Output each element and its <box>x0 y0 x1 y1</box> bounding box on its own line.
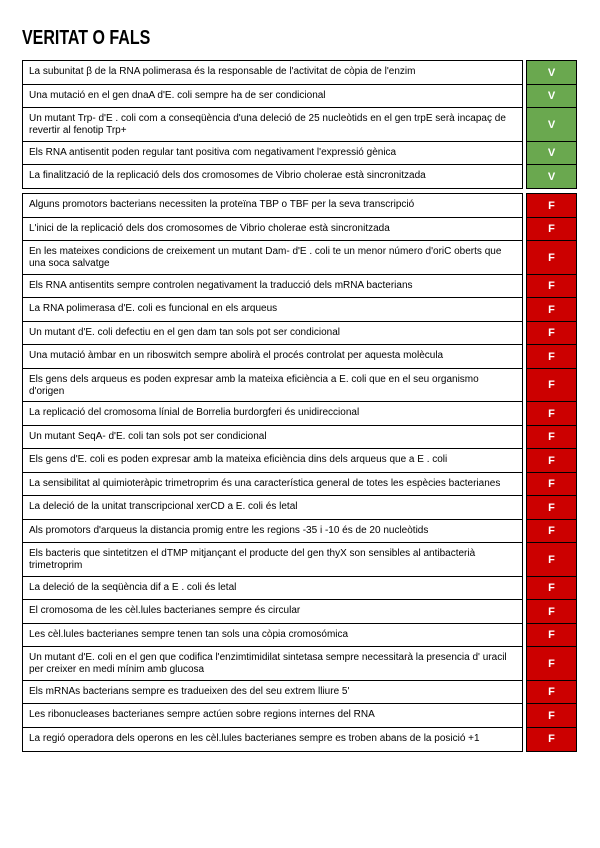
quiz-row: Els RNA antisentit poden regular tant po… <box>22 140 577 166</box>
quiz-row: Els gens dels arqueus es poden expresar … <box>22 367 577 403</box>
answer-badge: F <box>526 622 577 648</box>
quiz-row: La finalització de la replicació dels do… <box>22 164 577 189</box>
quiz-row: La deleció de la seqüència dif a E . col… <box>22 575 577 601</box>
answer-badge: F <box>526 320 577 346</box>
quiz-row: La deleció de la unitat transcripcional … <box>22 495 577 520</box>
quiz-row: Les ribonucleases bacterianes sempre act… <box>22 703 577 728</box>
statement-cell: La regió operadora dels operons en les c… <box>22 726 523 752</box>
answer-badge: F <box>526 542 577 577</box>
statement-cell: Un mutant SeqA- d'E. coli tan sols pot s… <box>22 424 523 450</box>
answer-badge: V <box>526 164 577 189</box>
answer-badge: F <box>526 679 577 705</box>
answer-badge: F <box>526 424 577 450</box>
answer-badge: F <box>526 401 577 426</box>
answer-badge: F <box>526 575 577 601</box>
answer-badge: F <box>526 471 577 497</box>
answer-badge: F <box>526 599 577 624</box>
statement-cell: La replicació del cromosoma línial de Bo… <box>22 401 523 426</box>
statement-cell: Els RNA antisentits sempre controlen neg… <box>22 273 523 299</box>
quiz-row: Un mutant Trp- d'E . coli com a conseqüè… <box>22 107 577 142</box>
statement-cell: La finalització de la replicació dels do… <box>22 164 523 189</box>
statement-cell: Les ribonucleases bacterianes sempre act… <box>22 703 523 728</box>
quiz-row: Alguns promotors bacterians necessiten l… <box>22 193 577 218</box>
statement-cell: La sensibilitat al quimioteràpic trimetr… <box>22 471 523 497</box>
statement-cell: Els RNA antisentit poden regular tant po… <box>22 140 523 166</box>
quiz-row: En les mateixes condicions de creixement… <box>22 240 577 275</box>
answer-badge: V <box>526 140 577 166</box>
answer-badge: F <box>526 240 577 275</box>
statement-cell: L'inici de la replicació dels dos cromos… <box>22 216 523 242</box>
quiz-row: Les cèl.lules bacterianes sempre tenen t… <box>22 622 577 648</box>
statement-cell: Els bacteris que sintetitzen el dTMP mit… <box>22 542 523 577</box>
answer-badge: F <box>526 726 577 752</box>
answer-badge: F <box>526 273 577 299</box>
statement-cell: Una mutació àmbar en un riboswitch sempr… <box>22 344 523 369</box>
quiz-row: El cromosoma de les cèl.lules bacteriane… <box>22 599 577 624</box>
answer-badge: F <box>526 193 577 218</box>
answer-badge: F <box>526 703 577 728</box>
answer-badge: V <box>526 107 577 142</box>
statement-cell: Els mRNAs bacterians sempre es tradueixe… <box>22 679 523 705</box>
quiz-row: Als promotors d'arqueus la distancia pro… <box>22 518 577 544</box>
statement-cell: Alguns promotors bacterians necessiten l… <box>22 193 523 218</box>
answer-badge: F <box>526 448 577 473</box>
quiz-row: Un mutant d'E. coli en el gen que codifi… <box>22 646 577 681</box>
quiz-row: Una mutació àmbar en un riboswitch sempr… <box>22 344 577 369</box>
quiz-row: La regió operadora dels operons en les c… <box>22 726 577 752</box>
statement-cell: La deleció de la seqüència dif a E . col… <box>22 575 523 601</box>
quiz-row: L'inici de la replicació dels dos cromos… <box>22 216 577 242</box>
quiz-row: Un mutant d'E. coli defectiu en el gen d… <box>22 320 577 346</box>
statement-cell: Un mutant d'E. coli en el gen que codifi… <box>22 646 523 681</box>
answer-badge: F <box>526 518 577 544</box>
quiz-row: La subunitat β de la RNA polimerasa és l… <box>22 60 577 85</box>
statement-cell: Als promotors d'arqueus la distancia pro… <box>22 518 523 544</box>
statement-cell: Les cèl.lules bacterianes sempre tenen t… <box>22 622 523 648</box>
statement-cell: Els gens d'E. coli es poden expresar amb… <box>22 448 523 473</box>
section-F: Alguns promotors bacterians necessiten l… <box>22 193 577 752</box>
statement-cell: Un mutant d'E. coli defectiu en el gen d… <box>22 320 523 346</box>
quiz-row: Els mRNAs bacterians sempre es tradueixe… <box>22 679 577 705</box>
answer-badge: F <box>526 646 577 681</box>
quiz-table: La subunitat β de la RNA polimerasa és l… <box>22 60 577 752</box>
answer-badge: F <box>526 495 577 520</box>
quiz-row: La replicació del cromosoma línial de Bo… <box>22 401 577 426</box>
statement-cell: Una mutació en el gen dnaA d'E. coli sem… <box>22 83 523 109</box>
quiz-row: Una mutació en el gen dnaA d'E. coli sem… <box>22 83 577 109</box>
statement-cell: En les mateixes condicions de creixement… <box>22 240 523 275</box>
statement-cell: Un mutant Trp- d'E . coli com a conseqüè… <box>22 107 523 142</box>
statement-cell: La deleció de la unitat transcripcional … <box>22 495 523 520</box>
quiz-row: Un mutant SeqA- d'E. coli tan sols pot s… <box>22 424 577 450</box>
statement-cell: La RNA polimerasa d'E. coli es funcional… <box>22 297 523 322</box>
answer-badge: V <box>526 83 577 109</box>
quiz-row: Els gens d'E. coli es poden expresar amb… <box>22 448 577 473</box>
answer-badge: F <box>526 297 577 322</box>
answer-badge: F <box>526 344 577 369</box>
section-V: La subunitat β de la RNA polimerasa és l… <box>22 60 577 189</box>
page-title: VERITAT O FALS <box>22 27 151 49</box>
quiz-row: La sensibilitat al quimioteràpic trimetr… <box>22 471 577 497</box>
statement-cell: La subunitat β de la RNA polimerasa és l… <box>22 60 523 85</box>
statement-cell: Els gens dels arqueus es poden expresar … <box>22 367 523 403</box>
answer-badge: F <box>526 216 577 242</box>
quiz-row: Els bacteris que sintetitzen el dTMP mit… <box>22 542 577 577</box>
statement-cell: El cromosoma de les cèl.lules bacteriane… <box>22 599 523 624</box>
quiz-row: La RNA polimerasa d'E. coli es funcional… <box>22 297 577 322</box>
answer-badge: V <box>526 60 577 85</box>
quiz-row: Els RNA antisentits sempre controlen neg… <box>22 273 577 299</box>
answer-badge: F <box>526 367 577 403</box>
